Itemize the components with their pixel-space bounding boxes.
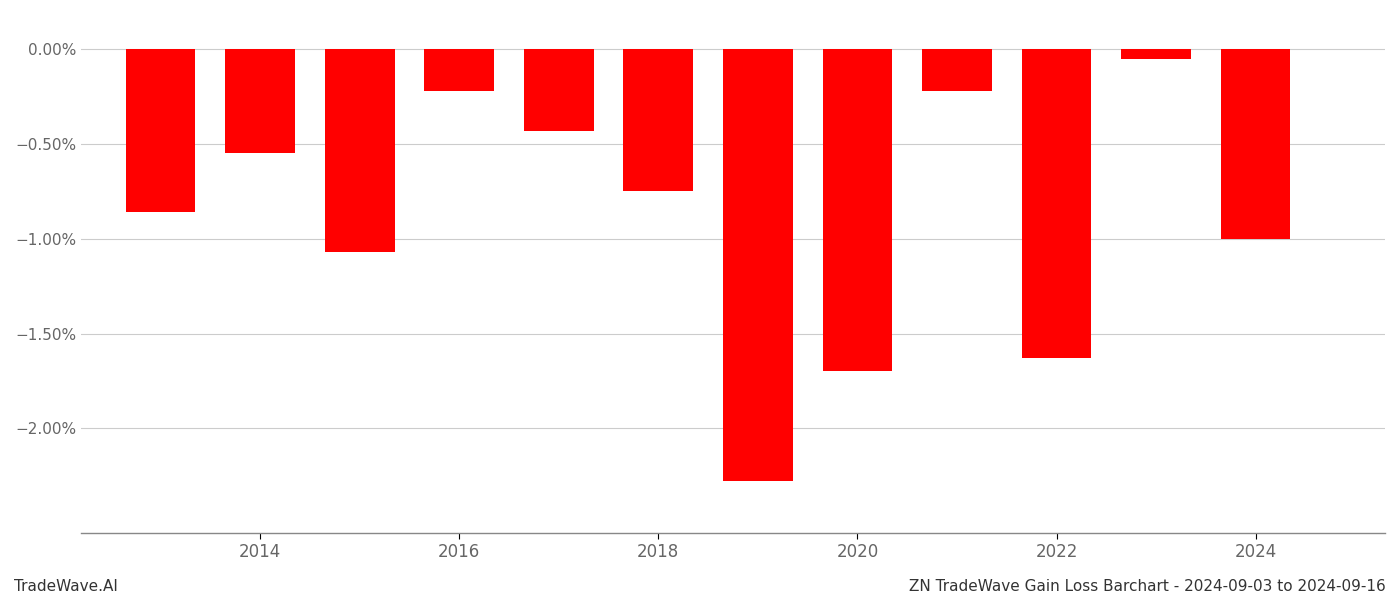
Bar <box>424 49 494 91</box>
Bar <box>225 49 295 154</box>
Text: ZN TradeWave Gain Loss Barchart - 2024-09-03 to 2024-09-16: ZN TradeWave Gain Loss Barchart - 2024-0… <box>909 579 1386 594</box>
Text: TradeWave.AI: TradeWave.AI <box>14 579 118 594</box>
Bar <box>823 49 892 371</box>
Bar <box>1221 49 1291 239</box>
Bar <box>722 49 792 481</box>
Bar <box>325 49 395 252</box>
Bar <box>623 49 693 191</box>
Bar <box>923 49 991 91</box>
Bar <box>126 49 196 212</box>
Bar <box>1022 49 1092 358</box>
Bar <box>524 49 594 131</box>
Bar <box>1121 49 1191 59</box>
